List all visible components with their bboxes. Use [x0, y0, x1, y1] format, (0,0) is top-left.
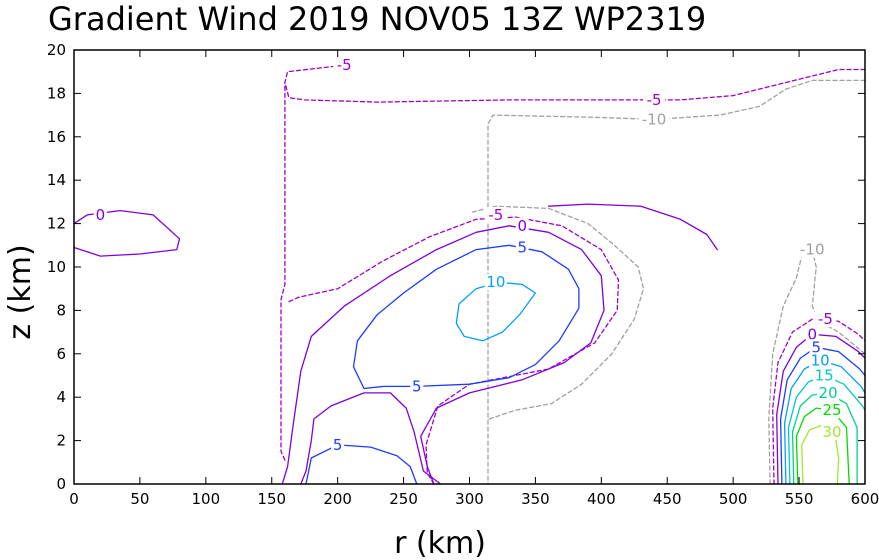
contour-label-halo: [515, 239, 529, 256]
contour-label-17: 25: [822, 401, 841, 419]
contour-label-13: 5: [811, 338, 821, 356]
contour-line-5-15: [779, 346, 866, 485]
x-tick-label-500: 500: [719, 490, 748, 508]
contour-label-0: -5: [337, 56, 352, 74]
contour-label-halo: [821, 402, 844, 419]
contour-line-neg5-1: [284, 68, 866, 103]
contour-line-0-14: [776, 333, 866, 485]
y-tick-label-18: 18: [47, 84, 66, 102]
contour-label-halo: [805, 326, 819, 343]
contour-label-14: 10: [811, 351, 830, 369]
contour-label-halo: [515, 217, 529, 234]
contour-label-1: -5: [647, 91, 662, 109]
y-tick-label-12: 12: [47, 215, 66, 233]
contour-label-6: 10: [486, 273, 505, 291]
contour-line-0-5: [281, 225, 605, 485]
x-tick-label-350: 350: [521, 490, 550, 508]
contour-label-halo: [821, 423, 844, 440]
contour-label-12: 0: [807, 325, 817, 343]
contour-label-5: 5: [517, 238, 527, 256]
contour-line-neg5-13: [772, 318, 866, 485]
contour-label-halo: [93, 206, 107, 223]
contour-label-16: 20: [819, 384, 838, 402]
x-tick-label-300: 300: [455, 490, 484, 508]
contour-line-0-12: [73, 209, 181, 257]
contour-label-9: 0: [96, 206, 106, 224]
x-tick-label-450: 450: [653, 490, 682, 508]
contour-label-2: -10: [642, 110, 667, 128]
plot-frame: [73, 49, 866, 485]
y-tick-label-0: 0: [56, 475, 66, 493]
contour-label-8: 5: [333, 436, 343, 454]
contour-label-halo: [638, 111, 670, 128]
x-tick-label-100: 100: [192, 490, 221, 508]
contour-label-halo: [813, 367, 836, 384]
y-tick-label-10: 10: [47, 258, 66, 276]
x-tick-label-200: 200: [323, 490, 352, 508]
x-tick-label-250: 250: [389, 490, 418, 508]
contour-label-halo: [484, 274, 507, 291]
contour-label-7: 5: [412, 377, 422, 395]
contour-line-5-7: [352, 244, 580, 390]
contour-line-5-6: [305, 444, 418, 485]
contour-line-0-4: [300, 392, 442, 485]
y-tick-label-2: 2: [56, 432, 66, 450]
contour-label-15: 15: [815, 367, 834, 385]
contour-line-neg5-3: [288, 216, 620, 485]
y-tick-label-4: 4: [56, 388, 66, 406]
contour-label-halo: [643, 91, 666, 108]
y-tick-label-8: 8: [56, 301, 66, 319]
y-axis-label: z (km): [3, 244, 38, 339]
x-tick-label-600: 600: [851, 490, 879, 508]
contour-line-neg10-2: [487, 79, 866, 485]
contour-label-10: -10: [800, 241, 825, 259]
contour-label-halo: [809, 352, 832, 369]
contour-label-halo: [814, 311, 837, 328]
contour-label-halo: [817, 384, 840, 401]
contour-label-halo: [331, 436, 345, 453]
x-tick-label-50: 50: [130, 490, 149, 508]
x-axis-label: r (km): [394, 526, 486, 560]
contour-label-halo: [796, 241, 828, 258]
contour-label-halo: [333, 57, 356, 74]
contours-layer: [73, 64, 866, 485]
contour-label-11: -5: [818, 310, 833, 328]
contour-line-neg10-9: [468, 205, 645, 420]
x-tick-label-550: 550: [785, 490, 814, 508]
contour-line-neg5-0: [280, 64, 345, 461]
y-tick-label-14: 14: [47, 171, 66, 189]
axes-layer: 0 50 100 150 200 250 300 350 400 450 500 550 6000246…: [47, 41, 879, 508]
y-tick-label-16: 16: [47, 128, 66, 146]
chart-title: Gradient Wind 2019 NOV05 13Z WP2319: [48, 0, 706, 38]
x-tick-label-150: 150: [257, 490, 286, 508]
y-tick-label-6: 6: [56, 345, 66, 363]
contour-line-25-19: [795, 407, 850, 485]
x-tick-label-0: 0: [69, 490, 79, 508]
y-tick-label-20: 20: [47, 41, 66, 59]
contour-label-4: 0: [517, 217, 527, 235]
contour-label-halo: [809, 339, 823, 356]
x-tick-label-400: 400: [587, 490, 616, 508]
contour-label-halo: [484, 206, 507, 223]
contour-label-halo: [410, 378, 424, 395]
contour-label-3: -5: [488, 206, 503, 224]
contour-label-18: 30: [822, 423, 841, 441]
contour-line-0-11: [547, 203, 718, 251]
